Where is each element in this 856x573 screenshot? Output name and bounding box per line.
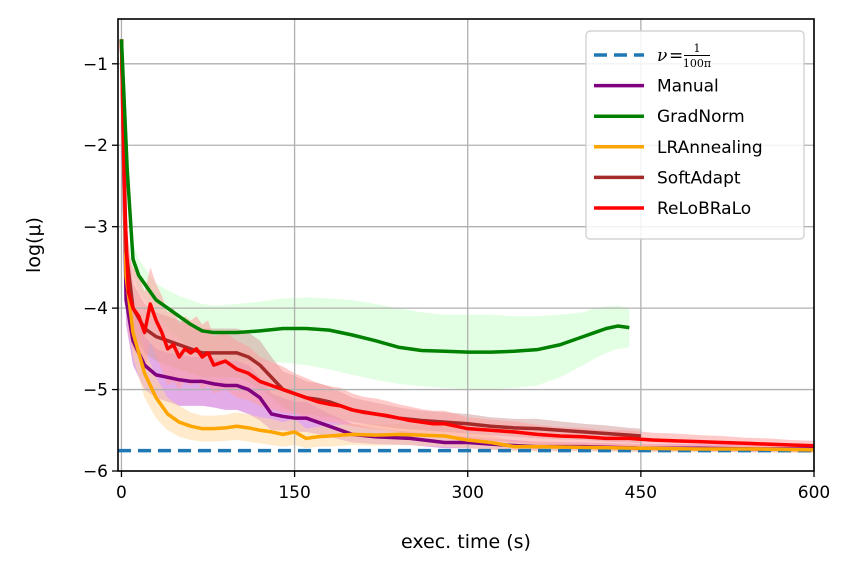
legend-label-softadapt: SoftAdapt [657, 168, 741, 188]
y-tick-label: −3 [83, 218, 108, 238]
axis-ticks: 0 150 300 450 600 −6 −5 −4 −3 −2 −1 [83, 55, 830, 503]
y-tick-label: −4 [83, 299, 108, 319]
band-gradnorm [121, 31, 630, 390]
series-line-lrannealing [119, 39, 815, 452]
series-line-gradnorm [119, 39, 630, 354]
legend-box [585, 30, 805, 240]
y-tick-label: −2 [83, 136, 108, 156]
series-line-relobralo [119, 39, 815, 448]
legend-frac-numerator: 1 [694, 42, 701, 55]
y-tick-label: −5 [83, 381, 108, 401]
x-axis-label: exec. time (s) [401, 531, 531, 553]
plot-frame [117, 18, 815, 472]
y-axis-label: log(μ) [23, 217, 45, 273]
legend-label-gradnorm: GradNorm [657, 107, 745, 127]
x-tick-label: 300 [452, 483, 484, 503]
band-softadapt [121, 23, 641, 444]
legend-label-nu: ν [657, 46, 667, 66]
confidence-bands [121, 23, 814, 454]
legend-label-eq: = [669, 46, 683, 66]
legend-label-manual: Manual [657, 77, 719, 97]
x-tick-label: 0 [116, 483, 127, 503]
legend-label-relobralo: ReLoBRaLo [657, 199, 751, 219]
y-tick-label: −1 [83, 55, 108, 75]
x-tick-label: 450 [625, 483, 657, 503]
series-lines [118, 39, 815, 453]
legend-frac-denominator: 100π [683, 57, 711, 70]
legend: ν = 1 100π Manual GradNorm LRAnnealing SoftAdap… [585, 30, 805, 240]
y-tick-label: −6 [83, 462, 108, 482]
x-tick-label: 600 [798, 483, 830, 503]
x-tick-label: 150 [278, 483, 310, 503]
legend-label-lrannealing: LRAnnealing [657, 138, 763, 158]
